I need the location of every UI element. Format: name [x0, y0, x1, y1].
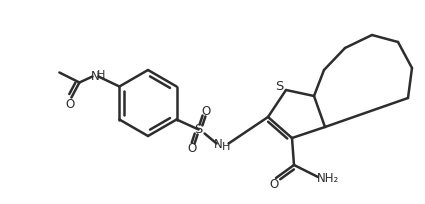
Text: N: N [214, 138, 223, 151]
Text: H: H [97, 70, 105, 80]
Text: O: O [187, 142, 196, 155]
Text: O: O [66, 98, 75, 111]
Text: N: N [91, 70, 100, 83]
Text: S: S [194, 123, 203, 136]
Text: O: O [201, 105, 210, 118]
Text: S: S [275, 81, 283, 93]
Text: NH₂: NH₂ [317, 172, 339, 184]
Text: O: O [269, 178, 279, 192]
Text: H: H [221, 142, 230, 152]
